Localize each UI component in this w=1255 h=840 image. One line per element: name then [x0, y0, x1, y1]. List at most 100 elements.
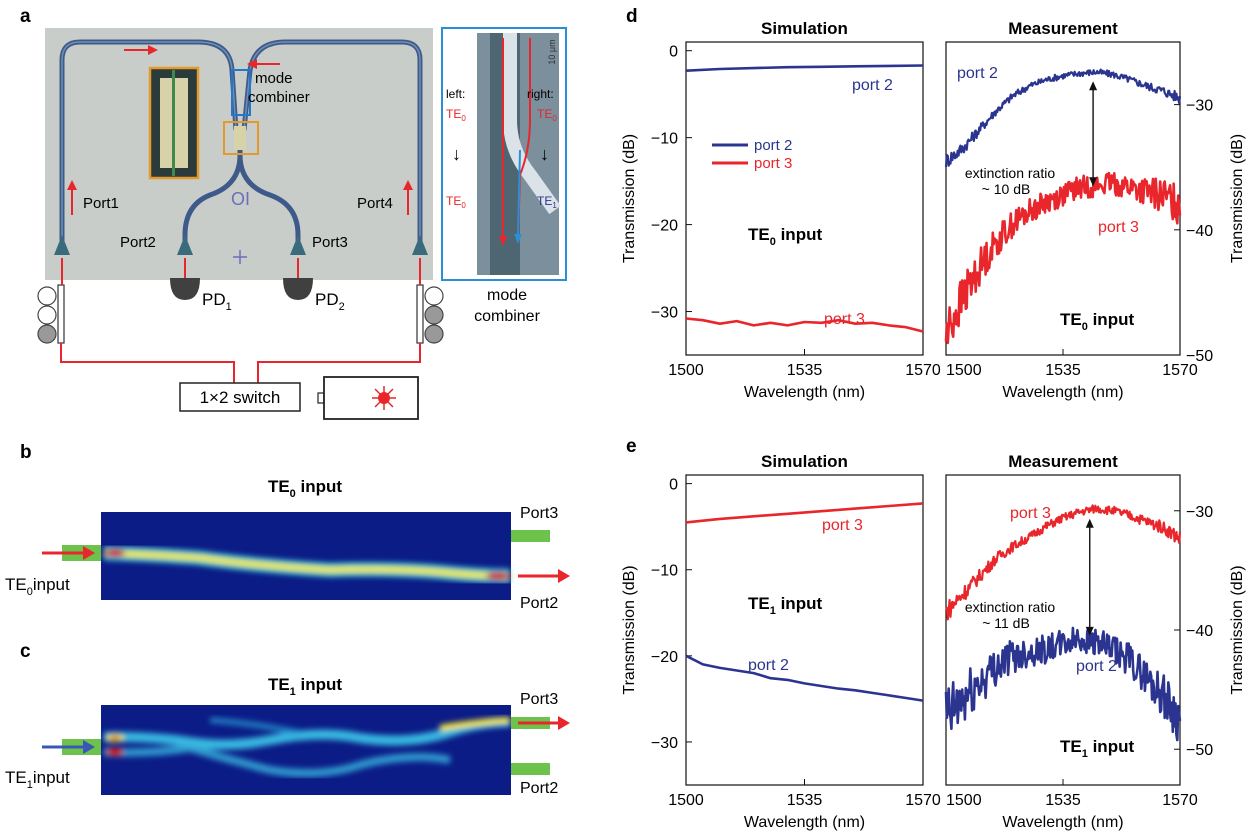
plot-frame [685, 474, 924, 786]
pd2-icon [283, 278, 313, 300]
chart-e-meas: Measurement 1500 1535 1570 Wavelength (nm) −3… [944, 452, 1246, 831]
panel-c-input-label: TE1input [5, 768, 70, 791]
x-axis-label: Wavelength (nm) [1002, 814, 1123, 831]
extinction-label: extinction ratio [965, 165, 1055, 181]
pd2-label: PD2 [315, 290, 345, 313]
y-tick-label: −20 [651, 218, 678, 235]
panel-label-d: d [626, 6, 638, 27]
extinction-arrowhead-top [1089, 81, 1098, 91]
chart-d-meas: Measurement 1500 1535 1570 Wavelength (nm) −3… [944, 19, 1246, 401]
x-tick-label: 1570 [905, 792, 941, 809]
y-tick-label: −40 [1186, 223, 1213, 240]
extinction-arrowhead-bottom [1089, 177, 1098, 187]
inset-caption-line2: combiner [474, 308, 540, 325]
x-tick-label: 1500 [946, 362, 982, 379]
input-annotation-sub: 1 [770, 605, 776, 617]
series-label: port 3 [822, 517, 863, 534]
chart-title: Measurement [1008, 452, 1118, 471]
input-arrow-c [83, 740, 95, 754]
inset-right-out: TE1 [537, 194, 557, 210]
polarization-controller-right [416, 284, 444, 344]
polarization-controller-left [37, 284, 65, 344]
input-annotation-rest: input [1088, 310, 1135, 329]
y-tick-label: −10 [651, 131, 678, 148]
series-label: port 3 [824, 311, 865, 328]
x-tick-label: 1535 [787, 362, 823, 379]
laser-icon [372, 386, 396, 410]
inset-left-title: left: [446, 87, 465, 101]
panel-c-title: TE1 input [268, 675, 342, 698]
direction-arrows [67, 45, 413, 215]
series-label: port 3 [1098, 219, 1139, 236]
series-line-port-3 [685, 502, 924, 524]
x-tick-label: 1535 [787, 792, 823, 809]
x-tick-label: 1500 [668, 792, 704, 809]
input-annotation: TE1 input [1060, 737, 1134, 760]
series-label: port 2 [748, 657, 789, 674]
panel-c-port2: Port2 [520, 780, 558, 797]
input-annotation: TE1 input [748, 594, 822, 617]
x-tick-label: 1570 [1162, 362, 1198, 379]
charts: Simulation 1500 1535 1570 Wavelength (nm) 0 −1… [621, 19, 1246, 831]
chart-title: Simulation [761, 19, 848, 38]
panel-c: c TE1 input TE1input Port3 Port2 [5, 641, 570, 797]
scale-bar-label: 10 μm [547, 39, 557, 64]
mode-combiner-line2: combiner [248, 89, 310, 106]
extinction-value: ~ 11 dB [982, 615, 1030, 631]
input-annotation-rest: input [1088, 737, 1135, 756]
x-tick-label: 1500 [668, 362, 704, 379]
input-annotation: TE0 input [748, 225, 822, 248]
series-label: port 2 [852, 77, 893, 94]
input-annotation: TE0 input [1060, 310, 1134, 333]
port2-label: Port2 [120, 234, 156, 251]
output-arrow-c [558, 716, 570, 730]
x-axis-label: Wavelength (nm) [744, 814, 865, 831]
x-axis-label: Wavelength (nm) [744, 384, 865, 401]
extinction-value: ~ 10 dB [982, 181, 1031, 197]
y-tick-label: −30 [651, 735, 678, 752]
inset-right-title: right: [527, 87, 554, 101]
input-annotation-main: TE [1060, 310, 1082, 329]
y-axis-label: Transmission (dB) [621, 565, 638, 694]
input-annotation-main: TE [748, 594, 770, 613]
y-axis-label: Transmission (dB) [1229, 134, 1246, 263]
input-arrow-b [83, 546, 95, 560]
extinction-arrowhead-top [1085, 518, 1094, 528]
series-line-port-3 [944, 504, 1182, 621]
pd1-label: PD1 [202, 290, 232, 313]
inset-left-out: TE0 [446, 194, 466, 210]
port4-label: Port4 [357, 195, 393, 212]
panel-label-c: c [20, 641, 31, 662]
pd1-icon [170, 278, 200, 300]
x-tick-label: 1500 [946, 792, 982, 809]
panel-b-input-label: TE0input [5, 575, 70, 598]
y-axis-label: Transmission (dB) [1229, 565, 1246, 694]
inset-caption-line1: mode [487, 287, 527, 304]
legend-label: port 2 [754, 137, 792, 154]
x-axis-label: Wavelength (nm) [1002, 384, 1123, 401]
input-annotation-rest: input [776, 594, 823, 613]
inset-right-in: TE0 [537, 107, 557, 123]
output-arrow-b [558, 569, 570, 583]
y-tick-label: 0 [669, 44, 678, 61]
input-annotation-sub: 1 [1082, 748, 1088, 760]
inset-left-arrow: ↓ [452, 144, 461, 164]
panel-label-a: a [20, 6, 31, 27]
input-annotation-sub: 0 [1082, 321, 1088, 333]
input-annotation-main: TE [748, 225, 770, 244]
laser-box [323, 376, 419, 420]
y-tick-label: −20 [651, 649, 678, 666]
series-label: port 2 [1076, 658, 1117, 675]
mode-combiner-box [231, 69, 251, 116]
x-tick-label: 1535 [1045, 792, 1081, 809]
chart-e-sim: Simulation 1500 1535 1570 Wavelength (nm) 0 −1… [621, 452, 941, 831]
x-tick-label: 1535 [1045, 362, 1081, 379]
extinction-label: extinction ratio [965, 599, 1055, 615]
chart-title: Measurement [1008, 19, 1118, 38]
y-tick-label: 0 [669, 477, 678, 494]
x-tick-label: 1570 [1162, 792, 1198, 809]
input-annotation-sub: 0 [770, 236, 776, 248]
x-tick-label: 1570 [905, 362, 941, 379]
panel-a: a mode combiner [20, 6, 567, 420]
port3-label: Port3 [312, 234, 348, 251]
